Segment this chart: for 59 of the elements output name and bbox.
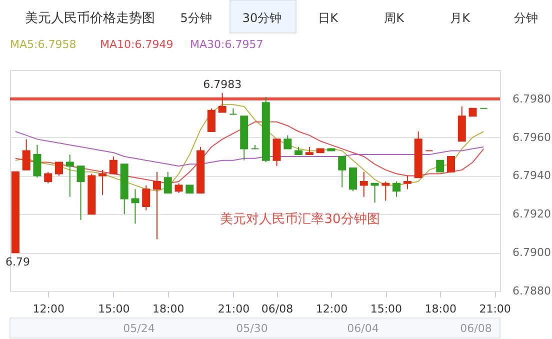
candlestick <box>164 171 172 194</box>
candlestick <box>403 175 412 190</box>
text: 06/08 <box>460 322 492 335</box>
candlestick <box>55 162 63 176</box>
x-tick-label: 15:00 <box>98 302 130 316</box>
candlestick <box>272 138 281 167</box>
text: MA30:6.7957 <box>190 38 264 51</box>
y-tick-label: 6.7880 <box>512 284 551 298</box>
text: 月K <box>450 11 472 25</box>
candlestick <box>33 144 42 178</box>
text: 分钟 <box>514 11 538 25</box>
y-tick-label: 6.7980 <box>512 92 551 106</box>
text: 周K <box>384 11 406 25</box>
chart-title: 美元人民币价格走势图 <box>25 10 155 26</box>
candlestick <box>251 144 259 150</box>
candlestick <box>131 188 140 224</box>
candlestick <box>349 168 357 192</box>
candlestick <box>436 160 444 172</box>
candlestick <box>44 171 52 184</box>
x-tick-label: 18:00 <box>424 302 456 316</box>
candlestick <box>447 156 455 172</box>
text: 05/30 <box>236 322 268 335</box>
x-tick-label: 18:00 <box>152 302 184 316</box>
candlestick <box>22 138 30 170</box>
candlestick <box>207 108 216 132</box>
y-tick-label: 6.7960 <box>512 130 551 144</box>
candlestick <box>370 182 379 204</box>
candlestick <box>218 92 226 113</box>
text: 5分钟 <box>180 11 212 25</box>
x-tick-label: 21:00 <box>479 302 511 316</box>
text: 06/04 <box>347 322 379 335</box>
candlestick <box>109 156 118 174</box>
candlestick <box>284 134 292 150</box>
x-tick-label: 15:00 <box>370 302 402 316</box>
candlestick <box>76 166 85 220</box>
text: 日K <box>318 11 340 25</box>
y-tick-label: 6.7900 <box>512 246 551 260</box>
annotation: 6.7983 <box>203 78 242 92</box>
candlestick <box>174 182 183 194</box>
annotation: 美元对人民币汇率30分钟图 <box>220 211 380 227</box>
text: 05/24 <box>123 322 155 335</box>
x-tick-label: 12:00 <box>316 302 348 316</box>
text: MA10:6.7949 <box>100 38 174 51</box>
x-tick-label: 06/08 <box>261 302 294 316</box>
annotation: 6.79 <box>5 256 30 269</box>
candlestick <box>153 171 161 240</box>
candlestick <box>360 171 368 198</box>
candlestick <box>392 180 401 198</box>
candlestick <box>142 184 150 211</box>
candlestick <box>98 169 107 196</box>
text: MA5:6.7958 <box>10 38 76 51</box>
candlestick <box>338 156 346 188</box>
x-tick-label: 12:00 <box>32 302 64 316</box>
text: 30分钟 <box>242 11 282 25</box>
x-tick-label: 21:00 <box>218 302 250 316</box>
y-tick-label: 6.7940 <box>512 169 551 182</box>
candlestick <box>382 180 390 202</box>
candlestick <box>66 154 74 198</box>
y-tick-label: 6.7920 <box>512 208 551 221</box>
